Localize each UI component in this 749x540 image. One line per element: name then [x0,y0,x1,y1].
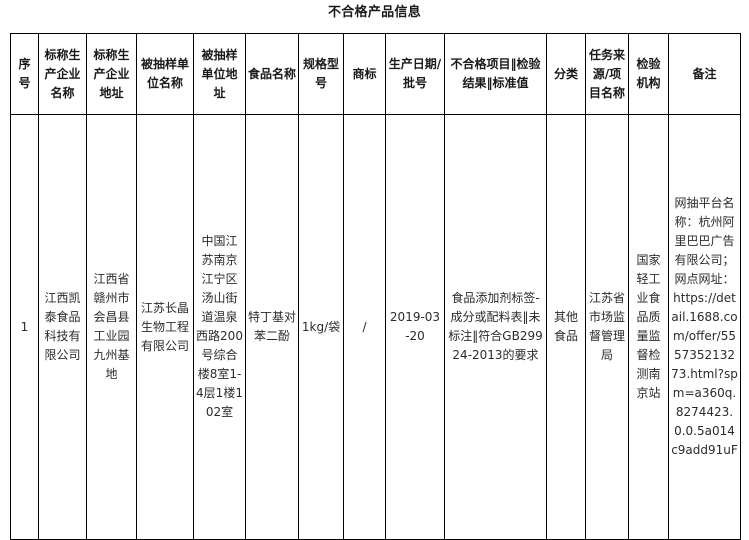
report-table-container: 序号 标称生产企业名称 标称生产企业地址 被抽样单位名称 被抽样单位地址 食品名… [10,33,741,540]
column-header-producer-address: 标称生产企业地址 [86,33,137,115]
column-header-food-name: 食品名称 [245,33,299,115]
cell-production-date: 2019-03-20 [385,114,445,540]
column-header-failed-item: 不合格项目‖检验结果‖标准值 [444,33,547,115]
column-header-producer-name: 标称生产企业名称 [38,33,87,115]
table-body: 1 江西凯泰食品科技有限公司 江西省赣州市会昌县工业园九州基地 江苏长晶生物工程… [10,114,741,540]
cell-producer-name: 江西凯泰食品科技有限公司 [38,114,87,540]
page-title: 不合格产品信息 [327,5,422,20]
cell-spec-model: 1kg/袋 [298,114,344,540]
cell-failed-item: 食品添加剂标签-成分或配料表‖未标注‖符合GB29924-2013的要求 [444,114,547,540]
cell-sampled-unit-address: 中国江苏南京江宁区汤山街道温泉西路200号综合楼8室1-4层1楼102室 [193,114,246,540]
column-header-index: 序号 [10,33,39,115]
column-header-remark: 备注 [668,33,741,115]
table-row: 1 江西凯泰食品科技有限公司 江西省赣州市会昌县工业园九州基地 江苏长晶生物工程… [10,114,741,540]
nonconforming-products-table: 序号 标称生产企业名称 标称生产企业地址 被抽样单位名称 被抽样单位地址 食品名… [10,33,741,540]
table-header-row: 序号 标称生产企业名称 标称生产企业地址 被抽样单位名称 被抽样单位地址 食品名… [10,33,741,115]
column-header-sampled-unit-name: 被抽样单位名称 [136,33,194,115]
cell-remark: 网抽平台名称：杭州阿里巴巴广告有限公司；网点网址：https://detail.… [668,114,741,540]
column-header-inspection-agency: 检验机构 [628,33,669,115]
cell-index: 1 [10,114,39,540]
cell-food-name: 特丁基对苯二酚 [245,114,299,540]
cell-inspection-agency: 国家轻工业食品质量监督检测南京站 [628,114,669,540]
column-header-trademark: 商标 [343,33,386,115]
cell-category: 其他食品 [546,114,586,540]
cell-task-source: 江苏省市场监督管理局 [585,114,629,540]
cell-trademark: / [343,114,386,540]
cell-sampled-unit-name: 江苏长晶生物工程有限公司 [136,114,194,540]
cell-producer-address: 江西省赣州市会昌县工业园九州基地 [86,114,137,540]
column-header-task-source: 任务来源/项目名称 [585,33,629,115]
table-header: 序号 标称生产企业名称 标称生产企业地址 被抽样单位名称 被抽样单位地址 食品名… [10,33,741,115]
column-header-sampled-unit-address: 被抽样单位地址 [193,33,246,115]
column-header-category: 分类 [546,33,586,115]
column-header-production-date: 生产日期/批号 [385,33,445,115]
column-header-spec-model: 规格型号 [298,33,344,115]
